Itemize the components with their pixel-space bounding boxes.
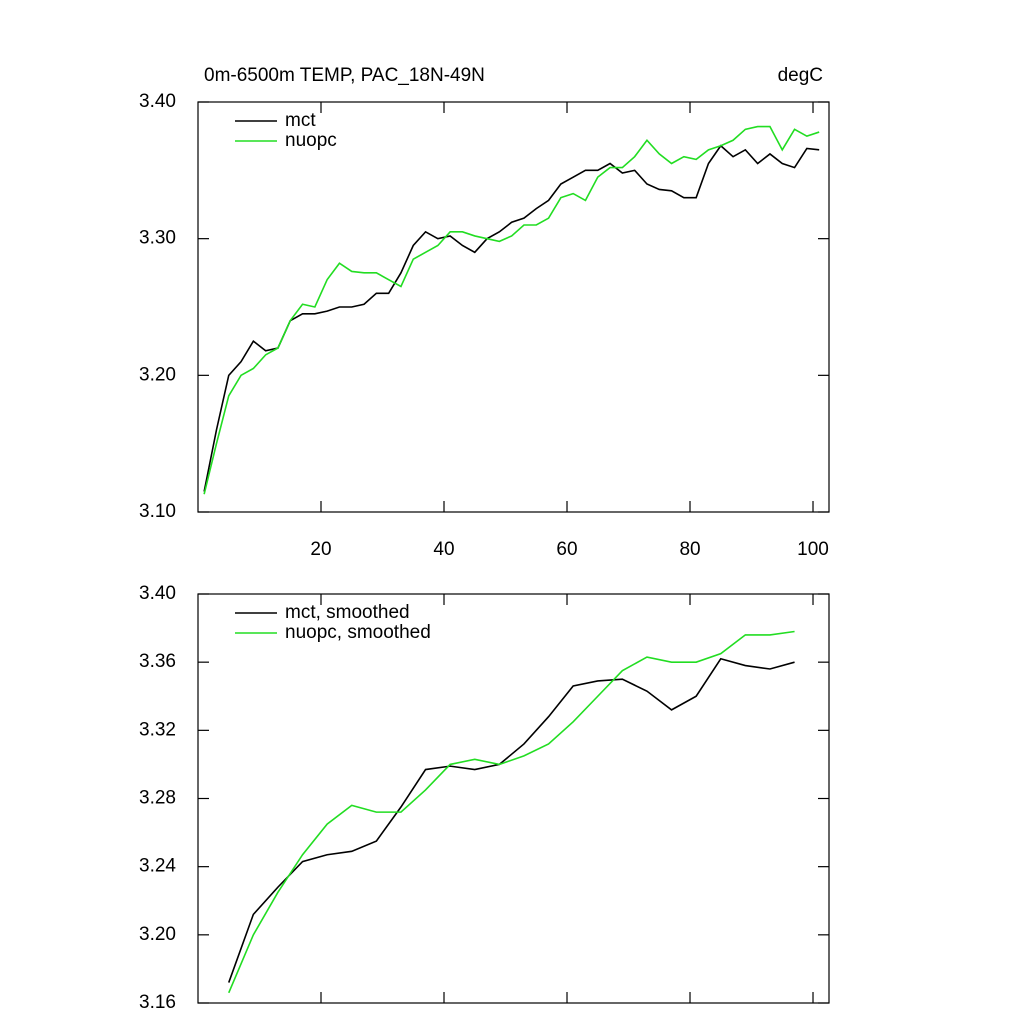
y-tick-label: 3.10 xyxy=(139,501,176,522)
series-line xyxy=(203,144,820,492)
x-tick-label: 60 xyxy=(556,539,577,560)
series-line xyxy=(227,657,795,983)
y-tick-label: 3.16 xyxy=(139,992,176,1013)
series-line xyxy=(228,630,795,994)
legend-label: nuopc xyxy=(285,130,337,151)
x-tick-label: 100 xyxy=(797,539,829,560)
legend-label: nuopc, smoothed xyxy=(285,622,431,643)
y-tick-label: 3.36 xyxy=(139,651,176,672)
y-tick-label: 3.20 xyxy=(139,364,176,385)
chart-title: 0m-6500m TEMP, PAC_18N-49N xyxy=(204,65,485,86)
x-tick-label: 20 xyxy=(310,539,331,560)
units-label: degC xyxy=(778,65,823,86)
y-tick-label: 3.40 xyxy=(139,583,176,604)
y-tick-label: 3.24 xyxy=(139,856,176,877)
legend-label: mct, smoothed xyxy=(285,602,410,623)
plot-frame xyxy=(197,593,830,1004)
legend-label: mct xyxy=(285,110,316,131)
series-line xyxy=(203,125,820,495)
y-tick-label: 3.40 xyxy=(139,91,176,112)
x-tick-label: 80 xyxy=(679,539,700,560)
y-tick-label: 3.30 xyxy=(139,228,176,249)
y-tick-label: 3.28 xyxy=(139,788,176,809)
x-tick-label: 40 xyxy=(433,539,454,560)
y-tick-label: 3.20 xyxy=(139,924,176,945)
plot-frame xyxy=(197,101,830,513)
y-tick-label: 3.32 xyxy=(139,719,176,740)
